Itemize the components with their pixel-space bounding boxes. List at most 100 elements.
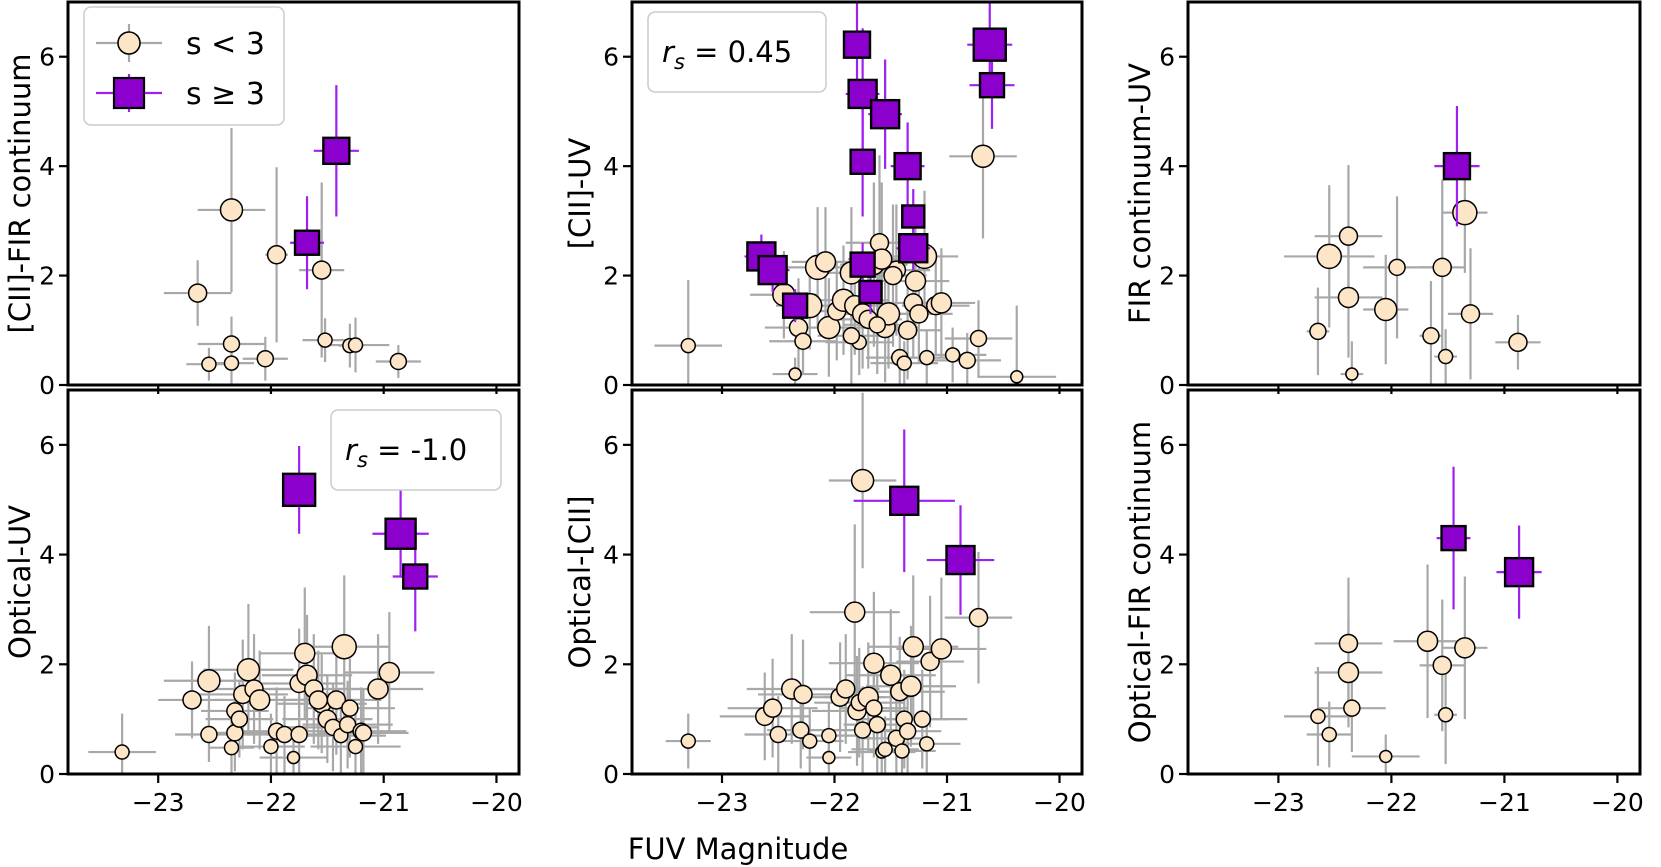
- data-point-circle: [896, 355, 912, 371]
- data-point-circle: [904, 270, 927, 292]
- data-point-circle: [114, 744, 130, 760]
- data-point-circle: [930, 292, 953, 314]
- axes-frame: [66, 388, 521, 776]
- axes-frame: [1186, 0, 1642, 387]
- panel-6: 0 2 4 6 −23 −22 −21 −20 Optical-FIR continuum: [1123, 388, 1644, 817]
- x-tick-label: −21: [1478, 788, 1531, 817]
- data-point-circle: [680, 337, 696, 354]
- data-point-circle: [1460, 304, 1481, 324]
- y-axis-label: Optical-[CII]: [563, 496, 597, 669]
- data-point-circle: [944, 347, 961, 363]
- data-point-circle: [266, 245, 287, 265]
- x-tick-label: −22: [808, 788, 861, 817]
- x-tick-label: −20: [1591, 788, 1644, 817]
- data-point-square: [893, 151, 922, 181]
- y-tick-label: 6: [1159, 43, 1175, 72]
- series-high-s: [281, 445, 438, 632]
- data-point-circle: [844, 601, 866, 623]
- annotation-text: rs = 0.45: [662, 35, 792, 74]
- data-point-circle: [248, 689, 271, 711]
- data-point-circle: [919, 349, 935, 366]
- data-point-circle: [853, 721, 872, 739]
- y-axis-label: [CII]-FIR continuum: [3, 54, 37, 334]
- y-tick-label: 0: [1159, 760, 1175, 789]
- legend: s < 3 s ≥ 3: [83, 6, 285, 126]
- y-tick-label: 0: [39, 371, 55, 400]
- y-tick-label: 6: [1159, 431, 1175, 460]
- y-axis-label: Optical-FIR continuum: [1123, 421, 1157, 743]
- data-point-square: [945, 544, 976, 576]
- data-point-circle: [256, 349, 275, 368]
- data-point-circle: [1343, 699, 1361, 717]
- data-point-circle: [968, 607, 989, 628]
- y-tick-label: 0: [39, 760, 55, 789]
- data-point-circle: [223, 739, 240, 756]
- x-tick-label: −20: [470, 788, 523, 817]
- correlation-annotation: rs = 0.45: [647, 11, 827, 93]
- data-point-circle: [1432, 257, 1452, 278]
- data-point-circle: [769, 725, 787, 744]
- data-point-circle: [788, 367, 802, 381]
- x-tick-label: −22: [1365, 788, 1418, 817]
- data-point-square: [858, 279, 883, 305]
- axes-frame: [1186, 388, 1642, 776]
- data-point-circle: [354, 724, 373, 742]
- series-high-s: [853, 429, 995, 615]
- data-point-circle: [897, 320, 918, 341]
- y-tick-label: 6: [603, 43, 619, 72]
- data-point-circle: [219, 198, 244, 222]
- data-point-circle: [182, 690, 202, 710]
- data-point-square: [842, 30, 872, 59]
- data-point-circle: [1437, 707, 1454, 723]
- data-point-square: [1442, 151, 1472, 181]
- data-point-circle: [187, 283, 208, 303]
- data-point-square: [849, 148, 876, 175]
- data-point-circle: [898, 722, 917, 740]
- data-point-square: [322, 136, 351, 166]
- x-tick-label: −23: [132, 788, 185, 817]
- y-tick-label: 0: [603, 371, 619, 400]
- data-point-square: [757, 254, 788, 286]
- data-point-circle: [290, 725, 308, 744]
- data-point-circle: [1416, 630, 1439, 652]
- data-point-circle: [1345, 367, 1359, 381]
- data-point-circle: [1374, 297, 1398, 322]
- data-point-circle: [822, 750, 836, 765]
- data-point-circle: [1337, 286, 1360, 309]
- data-point-circle: [821, 727, 837, 744]
- y-tick-label: 4: [39, 152, 55, 181]
- data-point-circle: [200, 725, 218, 744]
- plot-area: [665, 392, 1013, 774]
- data-point-circle: [367, 678, 389, 700]
- data-point-circle: [341, 699, 359, 717]
- data-point-circle: [222, 335, 241, 353]
- data-point-circle: [347, 738, 364, 755]
- plot-area: [88, 445, 438, 774]
- data-point-circle: [286, 750, 301, 765]
- data-point-square: [781, 292, 809, 319]
- annotation-text: rs = -1.0: [345, 433, 467, 472]
- panel-1: 0 2 4 6[CII]-FIR continuum: [3, 0, 521, 400]
- x-tick-label: −21: [921, 788, 974, 817]
- y-tick-label: 6: [603, 431, 619, 460]
- x-tick-label: −22: [245, 788, 298, 817]
- y-axis-label: [CII]-UV: [563, 138, 597, 250]
- series-low-s: [163, 127, 421, 385]
- y-tick-label: 0: [603, 760, 619, 789]
- data-point-square: [901, 204, 926, 229]
- axes-frame: [66, 0, 521, 387]
- data-point-circle: [197, 668, 221, 693]
- data-point-square: [402, 563, 429, 590]
- data-point-circle: [971, 144, 995, 169]
- data-point-circle: [1316, 243, 1342, 270]
- y-tick-label: 4: [1159, 152, 1175, 181]
- data-point-circle: [347, 337, 364, 353]
- correlation-annotation: rs = -1.0: [330, 409, 502, 491]
- data-point-circle: [863, 652, 885, 674]
- y-tick-label: 6: [39, 431, 55, 460]
- x-tick-label: −23: [696, 788, 749, 817]
- series-high-s: [290, 85, 359, 290]
- y-axis-label: Optical-UV: [3, 505, 37, 659]
